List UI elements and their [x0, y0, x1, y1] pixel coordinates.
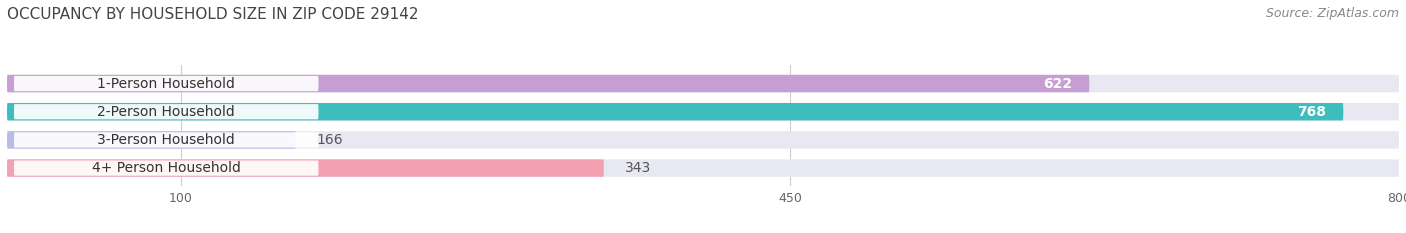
Text: Source: ZipAtlas.com: Source: ZipAtlas.com: [1265, 7, 1399, 20]
FancyBboxPatch shape: [14, 104, 319, 119]
FancyBboxPatch shape: [14, 132, 319, 147]
Text: 622: 622: [1043, 77, 1071, 91]
FancyBboxPatch shape: [7, 75, 1090, 92]
FancyBboxPatch shape: [7, 131, 1399, 149]
Text: 2-Person Household: 2-Person Household: [97, 105, 235, 119]
FancyBboxPatch shape: [7, 159, 1399, 177]
FancyBboxPatch shape: [7, 103, 1343, 120]
FancyBboxPatch shape: [14, 161, 319, 176]
FancyBboxPatch shape: [7, 75, 1399, 92]
Text: OCCUPANCY BY HOUSEHOLD SIZE IN ZIP CODE 29142: OCCUPANCY BY HOUSEHOLD SIZE IN ZIP CODE …: [7, 7, 419, 22]
Text: 1-Person Household: 1-Person Household: [97, 77, 235, 91]
FancyBboxPatch shape: [7, 159, 603, 177]
Text: 3-Person Household: 3-Person Household: [97, 133, 235, 147]
FancyBboxPatch shape: [7, 103, 1399, 120]
FancyBboxPatch shape: [14, 76, 319, 91]
Text: 343: 343: [624, 161, 651, 175]
Text: 166: 166: [316, 133, 343, 147]
Text: 768: 768: [1296, 105, 1326, 119]
Text: 4+ Person Household: 4+ Person Household: [91, 161, 240, 175]
FancyBboxPatch shape: [7, 131, 295, 149]
